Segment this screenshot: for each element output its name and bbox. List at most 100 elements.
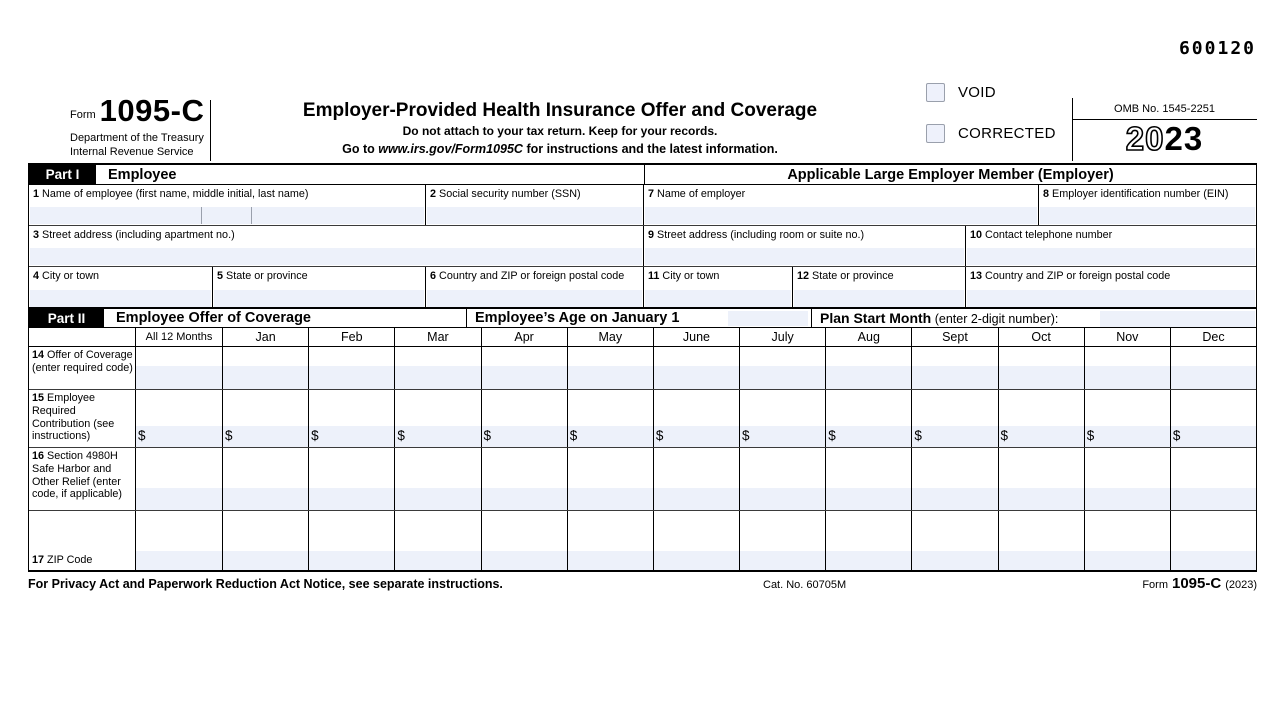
employer-state-input[interactable] xyxy=(794,290,964,307)
zip-cell xyxy=(481,511,568,570)
safe-harbor-input[interactable] xyxy=(481,488,567,510)
omb-divider xyxy=(1072,98,1073,161)
zip-code-input[interactable] xyxy=(136,551,222,570)
form-word: Form xyxy=(70,109,96,121)
omb-line xyxy=(1072,119,1257,120)
void-checkbox[interactable] xyxy=(926,83,945,102)
offer-code-input[interactable] xyxy=(309,366,395,389)
safe-harbor-input[interactable] xyxy=(653,488,740,510)
offer-code-cell xyxy=(567,347,654,389)
zip-code-input[interactable] xyxy=(309,551,395,570)
safe-harbor-input[interactable] xyxy=(223,488,309,510)
contribution-input[interactable] xyxy=(998,426,1084,447)
ein-input[interactable] xyxy=(1040,207,1255,224)
zip-code-input[interactable] xyxy=(740,551,826,570)
contribution-input[interactable] xyxy=(1084,426,1170,447)
safe-harbor-cell xyxy=(136,448,223,510)
safe-harbor-input[interactable] xyxy=(998,488,1084,510)
offer-code-input[interactable] xyxy=(1084,366,1170,389)
offer-code-input[interactable] xyxy=(912,366,998,389)
zip-code-input[interactable] xyxy=(567,551,653,570)
employer-section-title: Applicable Large Employer Member (Employ… xyxy=(787,166,1114,183)
contribution-input[interactable] xyxy=(1170,426,1257,447)
safe-harbor-input[interactable] xyxy=(136,488,222,510)
offer-code-input[interactable] xyxy=(395,366,481,389)
catalog-number: Cat. No. 60705M xyxy=(763,579,847,591)
employer-name-input[interactable] xyxy=(645,207,1037,224)
last-name-input[interactable] xyxy=(251,207,424,224)
offer-code-input[interactable] xyxy=(998,366,1084,389)
contribution-input[interactable] xyxy=(395,426,481,447)
contribution-input[interactable] xyxy=(309,426,395,447)
employee-zip-input[interactable] xyxy=(427,290,642,307)
offer-code-input[interactable] xyxy=(223,366,309,389)
contribution-input[interactable] xyxy=(567,426,653,447)
dollar-sign: $ xyxy=(914,428,922,443)
offer-code-input[interactable] xyxy=(1170,366,1257,389)
offer-code-cell xyxy=(826,347,913,389)
employee-state-input[interactable] xyxy=(214,290,424,307)
plan-start-month-input[interactable] xyxy=(1100,311,1255,327)
zip-cell xyxy=(653,511,741,570)
contribution-input[interactable] xyxy=(653,426,740,447)
zip-cell xyxy=(567,511,654,570)
offer-code-input[interactable] xyxy=(481,366,567,389)
safe-harbor-cell xyxy=(653,448,741,510)
column-header-july: July xyxy=(740,328,827,346)
offer-code-input[interactable] xyxy=(826,366,912,389)
safe-harbor-input[interactable] xyxy=(1084,488,1170,510)
safe-harbor-input[interactable] xyxy=(826,488,912,510)
zip-code-input[interactable] xyxy=(395,551,481,570)
safe-harbor-input[interactable] xyxy=(1170,488,1257,510)
offer-code-input[interactable] xyxy=(740,366,826,389)
employer-zip-input[interactable] xyxy=(967,290,1255,307)
first-name-input[interactable] xyxy=(30,207,201,224)
contribution-input[interactable] xyxy=(223,426,309,447)
offer-code-input[interactable] xyxy=(653,366,740,389)
contribution-cell: $ xyxy=(136,390,223,447)
contribution-input[interactable] xyxy=(826,426,912,447)
contribution-input[interactable] xyxy=(136,426,222,447)
zip-cell xyxy=(395,511,482,570)
contribution-cell: $ xyxy=(309,390,396,447)
contribution-cell: $ xyxy=(1170,390,1257,447)
safe-harbor-input[interactable] xyxy=(309,488,395,510)
corrected-checkbox[interactable] xyxy=(926,124,945,143)
offer-code-cell xyxy=(136,347,223,389)
zip-code-input[interactable] xyxy=(653,551,740,570)
contribution-input[interactable] xyxy=(740,426,826,447)
zip-code-input[interactable] xyxy=(481,551,567,570)
form-number: 1095-C xyxy=(99,93,205,128)
ssn-input[interactable] xyxy=(427,207,642,224)
employee-age-input[interactable] xyxy=(728,311,808,326)
safe-harbor-input[interactable] xyxy=(740,488,826,510)
irs-url: www.irs.gov/Form1095C xyxy=(378,142,523,156)
zip-code-input[interactable] xyxy=(826,551,912,570)
employer-city-input[interactable] xyxy=(645,290,791,307)
months-header-row: All 12 Months Jan Feb Mar Apr May June J… xyxy=(29,328,1256,347)
zip-code-input[interactable] xyxy=(912,551,998,570)
field-6-employee-zip: 6 Country and ZIP or foreign postal code xyxy=(426,267,644,308)
safe-harbor-input[interactable] xyxy=(567,488,653,510)
contribution-input[interactable] xyxy=(912,426,998,447)
row-17-zip-code: 17 ZIP Code xyxy=(29,511,1257,570)
middle-initial-input[interactable] xyxy=(201,207,251,224)
zip-code-input[interactable] xyxy=(1084,551,1170,570)
column-header-dec: Dec xyxy=(1202,330,1225,344)
contribution-input[interactable] xyxy=(481,426,567,447)
safe-harbor-input[interactable] xyxy=(395,488,481,510)
phone-input[interactable] xyxy=(967,248,1255,265)
safe-harbor-input[interactable] xyxy=(912,488,998,510)
employee-age-label: Employee’s Age on January 1 xyxy=(475,310,680,326)
offer-code-input[interactable] xyxy=(136,366,222,389)
employee-city-input[interactable] xyxy=(30,290,211,307)
employer-street-input[interactable] xyxy=(645,248,964,265)
agency-line-2: Internal Revenue Service xyxy=(70,146,194,158)
zip-code-input[interactable] xyxy=(998,551,1084,570)
offer-code-input[interactable] xyxy=(567,366,653,389)
employee-street-input[interactable] xyxy=(30,248,642,265)
footer-form-id: Form 1095-C (2023) xyxy=(1142,575,1257,592)
zip-cell xyxy=(136,511,223,570)
zip-code-input[interactable] xyxy=(1170,551,1257,570)
zip-code-input[interactable] xyxy=(223,551,309,570)
